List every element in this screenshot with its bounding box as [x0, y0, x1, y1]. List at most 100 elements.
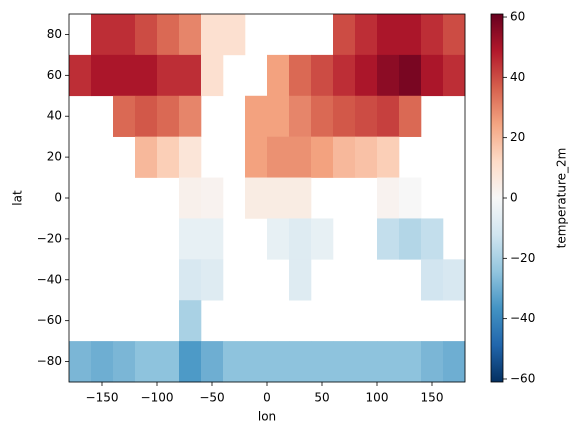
cell: [91, 341, 114, 383]
x-tick-label: −100: [141, 391, 174, 405]
cell: [311, 218, 334, 260]
cell: [377, 177, 400, 219]
cell: [157, 14, 180, 56]
x-tick-label: 50: [314, 391, 329, 405]
cell: [91, 54, 114, 97]
cell: [289, 54, 312, 97]
cell: [179, 95, 202, 137]
cell: [421, 54, 444, 97]
cell: [179, 300, 202, 342]
cell: [179, 259, 202, 301]
cell: [289, 136, 312, 178]
cell: [333, 14, 356, 56]
cell: [267, 136, 290, 178]
cell: [355, 95, 378, 137]
cell: [443, 14, 466, 56]
cell: [421, 259, 444, 301]
cell: [333, 341, 356, 383]
colorbar-tick-label: 20: [510, 130, 525, 144]
cell: [377, 218, 400, 260]
cell: [399, 54, 422, 97]
cell: [135, 54, 158, 97]
colorbar-tick-label: −40: [510, 311, 535, 325]
cell: [267, 177, 290, 219]
cell: [201, 14, 224, 56]
colorbar: [490, 13, 504, 383]
cell: [157, 54, 180, 97]
cell: [157, 341, 180, 383]
cell: [289, 341, 312, 383]
cell: [311, 136, 334, 178]
cell: [135, 14, 158, 56]
cell: [267, 218, 290, 260]
cell: [135, 95, 158, 137]
cell: [201, 54, 224, 97]
cell: [421, 218, 444, 260]
cell: [355, 136, 378, 178]
cell: [289, 218, 312, 260]
x-tick-label: 100: [366, 391, 389, 405]
cell: [289, 95, 312, 137]
y-tick-label: −80: [37, 354, 62, 368]
y-tick-label: 20: [47, 150, 62, 164]
cell: [267, 95, 290, 137]
y-tick-label: 80: [47, 27, 62, 41]
cell: [333, 54, 356, 97]
y-tick-label: 40: [47, 109, 62, 123]
y-tick-label: −20: [37, 231, 62, 245]
cell: [377, 54, 400, 97]
cell: [179, 341, 202, 383]
x-tick-label: 0: [263, 391, 271, 405]
cell: [113, 54, 136, 97]
heatmap: [69, 14, 466, 383]
cell: [223, 14, 246, 56]
cell: [311, 95, 334, 137]
y-axis-label: lat: [11, 190, 25, 206]
cell: [267, 54, 290, 97]
cell: [201, 341, 224, 383]
cell: [179, 54, 202, 97]
y-tick-label: 0: [54, 191, 62, 205]
cell: [245, 95, 268, 137]
cell: [69, 341, 92, 383]
cell: [69, 54, 92, 97]
y-tick-label: −40: [37, 272, 62, 286]
cell: [179, 218, 202, 260]
cell: [289, 177, 312, 219]
x-tick-label: 150: [421, 391, 444, 405]
cell: [355, 54, 378, 97]
colorbar-tick-label: 40: [510, 70, 525, 84]
cell: [91, 14, 114, 56]
cell: [311, 54, 334, 97]
cell: [399, 14, 422, 56]
cell: [201, 259, 224, 301]
cell: [377, 14, 400, 56]
cell: [157, 95, 180, 137]
x-axis-label: lon: [258, 410, 276, 424]
cell: [135, 136, 158, 178]
cell: [179, 14, 202, 56]
cell: [421, 341, 444, 383]
cell: [157, 136, 180, 178]
x-tick-label: −50: [199, 391, 224, 405]
cell: [377, 95, 400, 137]
cell: [399, 218, 422, 260]
cell: [443, 259, 466, 301]
colorbar-label: temperature_2m: [555, 148, 569, 249]
cell: [179, 177, 202, 219]
cell: [311, 341, 334, 383]
colorbar-tick-label: 0: [510, 191, 518, 205]
y-tick-label: −60: [37, 313, 62, 327]
cell: [333, 95, 356, 137]
cell: [245, 341, 268, 383]
cell: [113, 95, 136, 137]
cell: [443, 54, 466, 97]
cell: [223, 341, 246, 383]
cell: [443, 341, 466, 383]
cell: [421, 14, 444, 56]
cell: [245, 136, 268, 178]
cell: [355, 341, 378, 383]
x-tick-label: −150: [86, 391, 119, 405]
cell: [135, 341, 158, 383]
